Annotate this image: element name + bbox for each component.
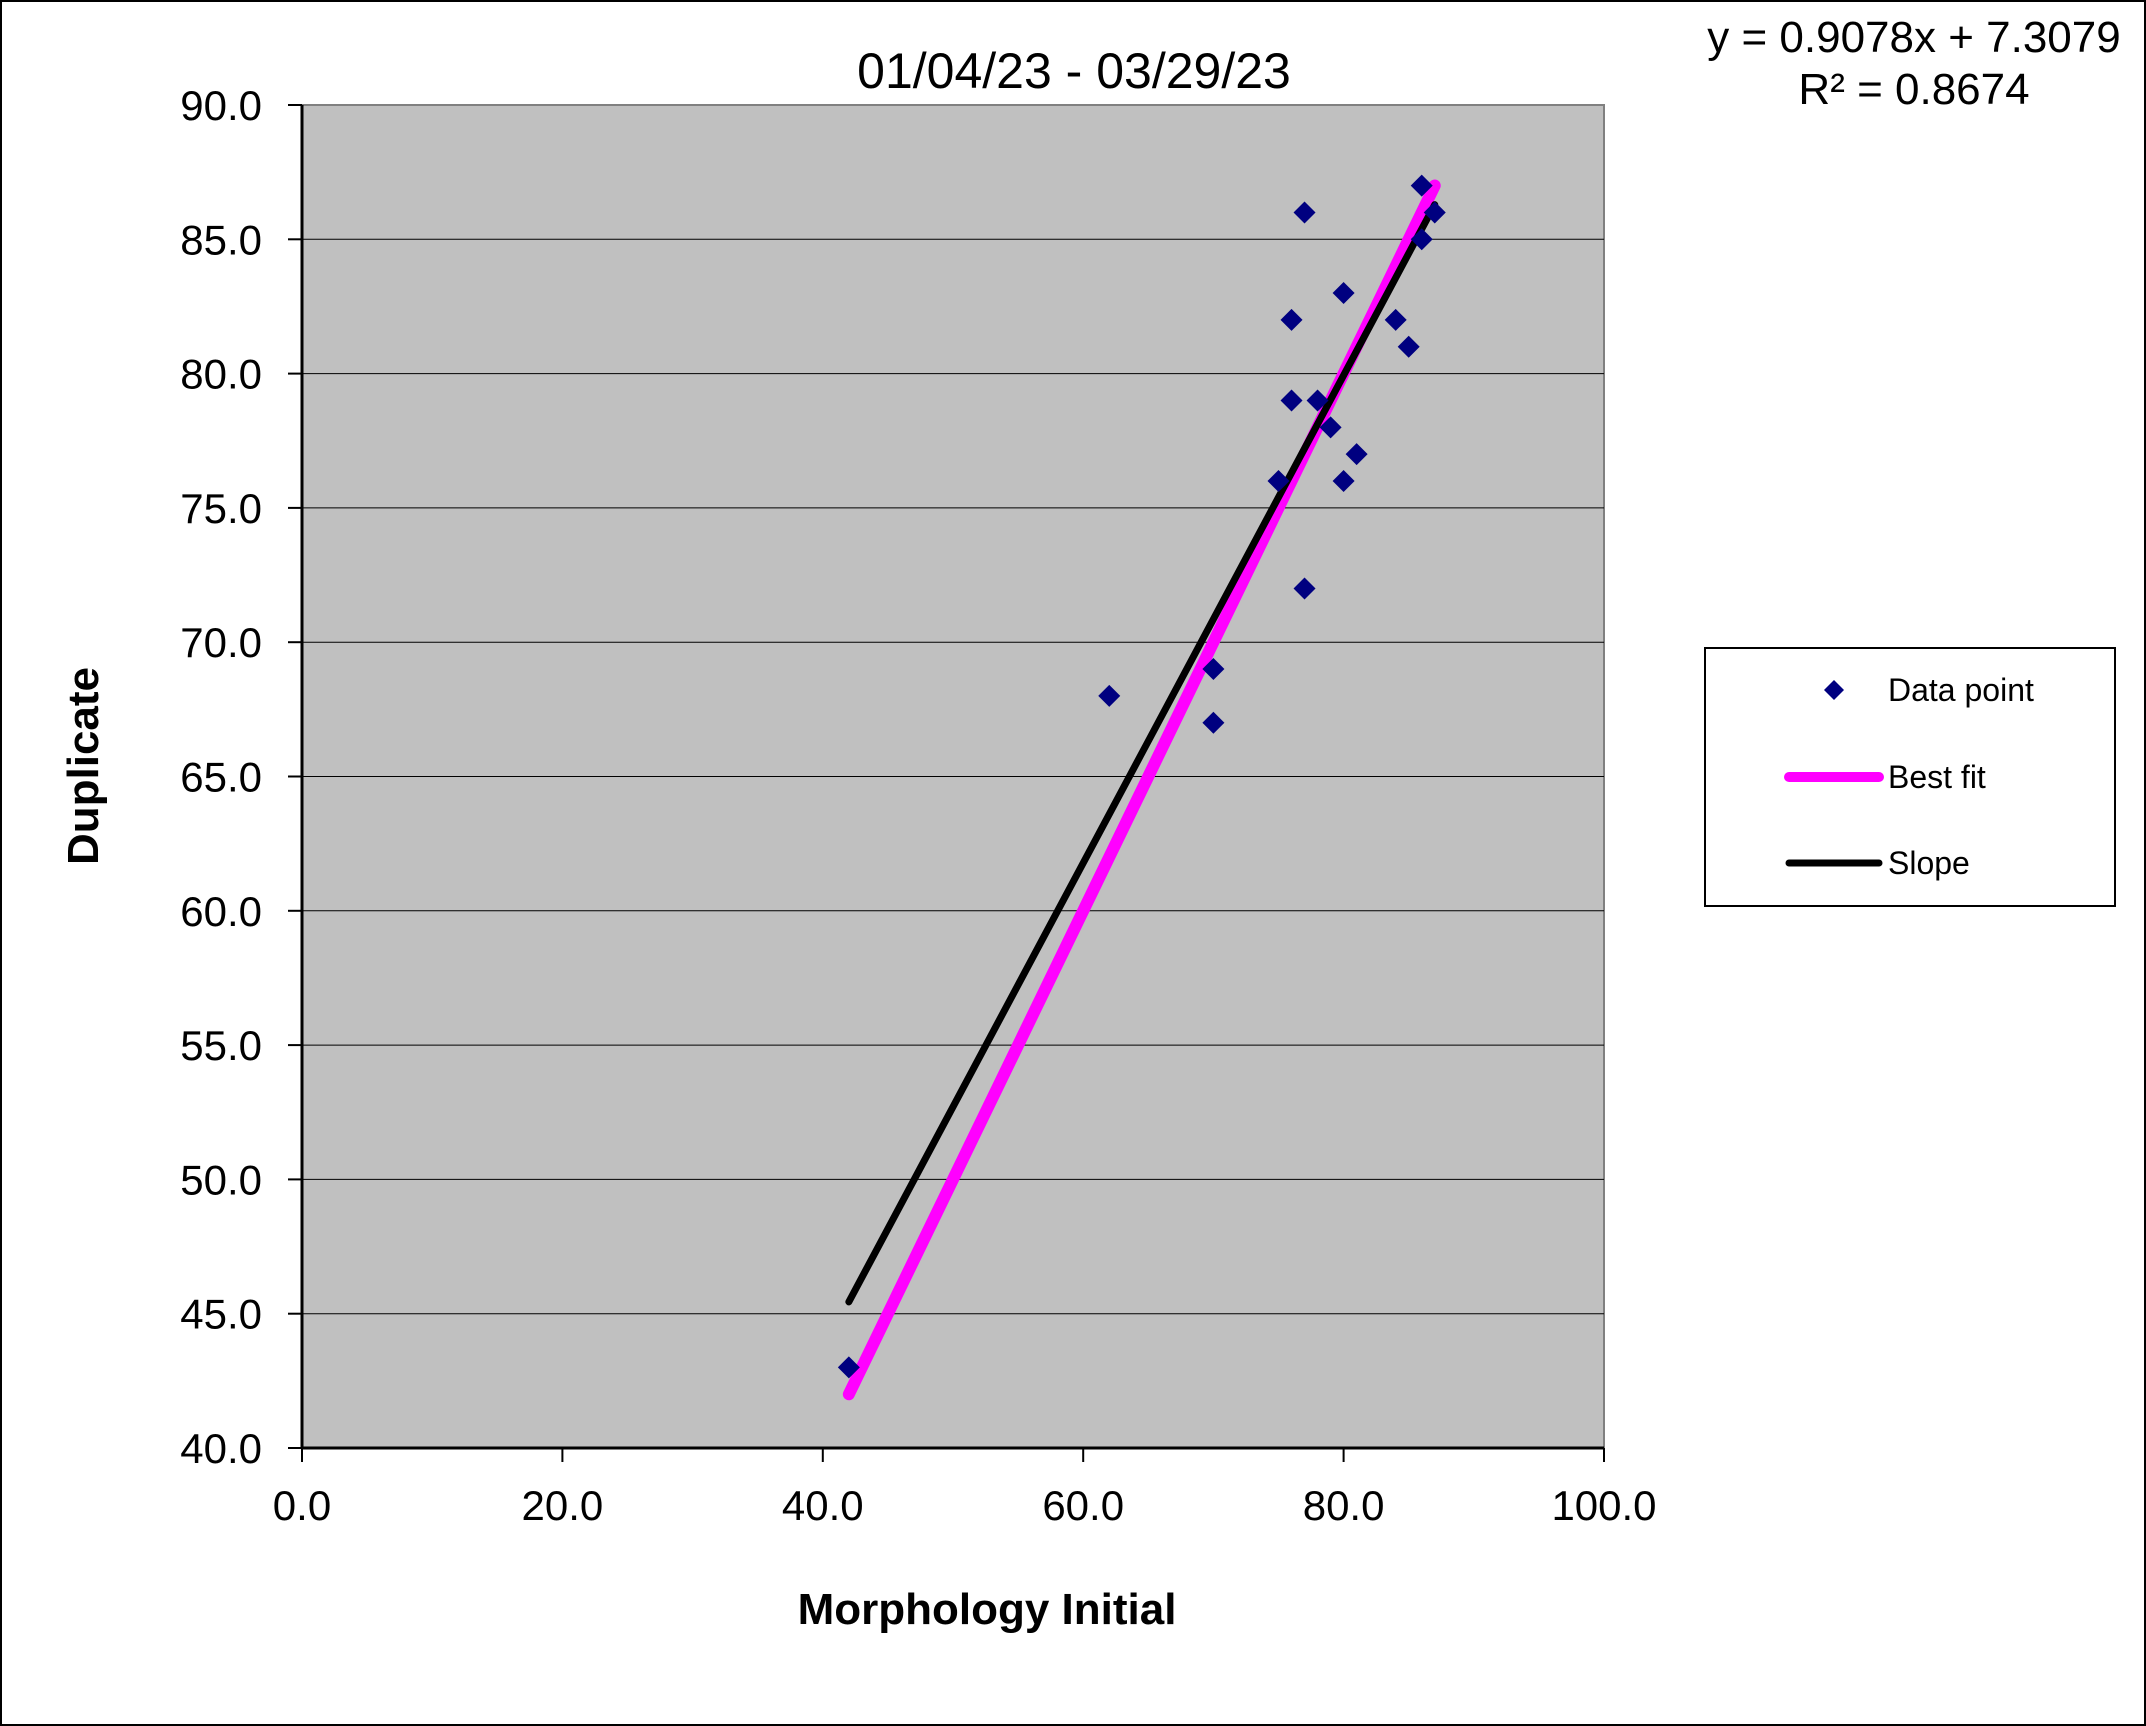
legend-marker-data-point <box>1824 680 1844 700</box>
x-tick-label: 100.0 <box>1551 1482 1656 1529</box>
r-squared-label: R² = 0.8674 <box>1798 65 2029 114</box>
data-point <box>1319 416 1342 439</box>
y-tick-label: 50.0 <box>180 1156 262 1203</box>
y-tick-label: 45.0 <box>180 1291 262 1338</box>
data-point <box>1423 201 1446 224</box>
legend: Data point Best fit Slope <box>1704 647 2116 907</box>
data-point <box>1332 282 1355 305</box>
x-tick-label: 20.0 <box>522 1482 604 1529</box>
y-tick-label: 65.0 <box>180 754 262 801</box>
y-axis-title: Duplicate <box>59 667 108 865</box>
data-point <box>1280 308 1303 331</box>
y-tick-label: 80.0 <box>180 351 262 398</box>
legend-box <box>1704 647 2116 907</box>
x-axis-title: Morphology Initial <box>798 1585 1177 1634</box>
legend-label-best-fit: Best fit <box>1888 759 1986 795</box>
data-point <box>1332 470 1355 493</box>
data-point <box>1293 577 1316 600</box>
grid-lines <box>302 238 1604 1315</box>
axes: 40.0 45.0 50.0 55.0 60.0 65.0 70.0 75.0 80.0 85.0… <box>180 82 1656 1529</box>
y-tick-label: 55.0 <box>180 1022 262 1069</box>
y-tick-label: 40.0 <box>180 1425 262 1472</box>
x-tick-label: 60.0 <box>1042 1482 1124 1529</box>
data-point <box>1202 658 1225 681</box>
data-point <box>1410 228 1433 251</box>
y-tick-label: 75.0 <box>180 485 262 532</box>
y-tick-label: 60.0 <box>180 888 262 935</box>
data-point <box>837 1356 860 1379</box>
data-point <box>1384 308 1407 331</box>
y-tick-label: 85.0 <box>180 216 262 263</box>
legend-label-data-point: Data point <box>1888 672 2034 708</box>
chart-title: 01/04/23 - 03/29/23 <box>857 43 1291 99</box>
data-point <box>1202 711 1225 734</box>
trendline-equation: y = 0.9078x + 7.3079 <box>1707 13 2120 62</box>
data-point <box>1397 335 1420 358</box>
legend-label-slope: Slope <box>1888 845 1970 881</box>
x-tick-label: 40.0 <box>782 1482 864 1529</box>
x-tick-label: 80.0 <box>1303 1482 1385 1529</box>
data-point <box>1098 684 1121 707</box>
series-line-slope <box>845 201 1439 1306</box>
data-point <box>1293 201 1316 224</box>
data-point <box>1410 174 1433 197</box>
series <box>837 174 1446 1401</box>
data-point <box>1267 470 1290 493</box>
data-point <box>1306 389 1329 412</box>
y-tick-label: 90.0 <box>180 82 262 129</box>
x-tick-label: 0.0 <box>273 1482 331 1529</box>
y-tick-label: 70.0 <box>180 619 262 666</box>
data-point <box>1345 443 1368 466</box>
data-point <box>1280 389 1303 412</box>
